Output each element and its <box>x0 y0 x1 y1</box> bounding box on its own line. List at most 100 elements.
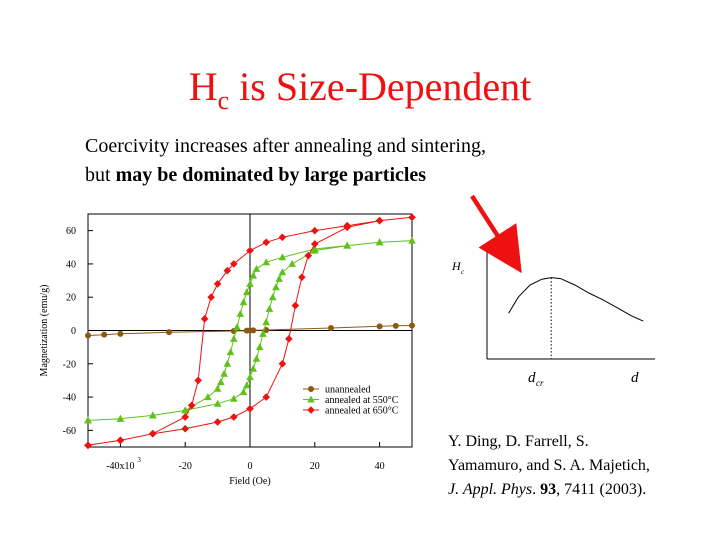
data-point-diamond <box>311 226 319 235</box>
y-tick-label: 20 <box>66 293 76 304</box>
data-point-triangle <box>226 348 235 356</box>
data-point-triangle <box>239 298 248 306</box>
x-tick-exponent: 3 <box>137 456 141 464</box>
data-point-triangle <box>249 271 258 279</box>
x-tick-label: -20 <box>179 461 192 472</box>
data-point-triangle <box>343 241 351 249</box>
schematic-y-label: H <box>451 259 462 273</box>
data-point-diamond <box>230 260 238 268</box>
data-point-triangle <box>217 378 225 386</box>
data-point-diamond <box>207 293 215 302</box>
y-tick-label: 40 <box>66 259 76 270</box>
critical-size-label: d <box>528 370 536 386</box>
data-point-triangle <box>278 253 287 261</box>
data-point-circle <box>409 322 415 329</box>
data-point-triangle <box>268 293 277 301</box>
data-point-triangle <box>275 274 283 282</box>
data-point-diamond <box>291 301 300 310</box>
slide-subtitle: Coercivity increases after annealing and… <box>85 132 486 190</box>
data-point-circle <box>166 329 172 336</box>
data-point-triangle <box>230 334 238 342</box>
data-point-triangle <box>223 359 232 367</box>
citation-line-3: J. Appl. Phys. 93, 7411 (2003). <box>448 478 650 502</box>
data-point-diamond <box>278 359 287 368</box>
data-point-triangle <box>246 279 254 287</box>
data-point-diamond <box>246 404 254 413</box>
data-point-diamond <box>304 251 313 260</box>
y-tick-label: 0 <box>71 326 76 337</box>
data-point-triangle <box>246 373 254 381</box>
data-point-triangle <box>242 381 251 389</box>
y-tick-label: -20 <box>63 359 76 370</box>
legend-label: annealed at 650°C <box>325 406 399 417</box>
legend-label: annealed at 550°C <box>325 395 399 406</box>
x-tick-label: 0 <box>248 461 253 472</box>
data-point-triangle <box>116 414 125 422</box>
data-point-triangle <box>375 238 384 246</box>
data-point-circle <box>85 332 91 339</box>
data-point-circle <box>308 386 314 392</box>
data-point-diamond <box>213 418 222 426</box>
data-point-triangle <box>278 268 287 276</box>
slide-title: Hc is Size-Dependent <box>0 62 720 126</box>
critical-size-label-sub: cr <box>536 378 544 388</box>
series-1 <box>84 236 416 424</box>
data-point-triangle <box>262 318 270 326</box>
data-point-triangle <box>242 288 251 296</box>
schematic-curve <box>508 277 644 322</box>
title-subscript: c <box>217 86 230 115</box>
data-point-triangle <box>230 394 238 402</box>
citation-journal: J. Appl. Phys <box>448 481 533 498</box>
subtitle-line-1: Coercivity increases after annealing and… <box>85 135 486 157</box>
data-point-triangle <box>252 354 261 362</box>
data-point-triangle <box>311 244 319 252</box>
citation-volume: 93 <box>540 481 557 498</box>
series-line <box>87 216 413 446</box>
data-point-diamond <box>149 429 157 438</box>
data-point-triangle <box>288 259 296 267</box>
data-point-diamond <box>311 240 319 248</box>
subtitle-line-2: but may be dominated by large particles <box>85 161 486 190</box>
data-point-triangle <box>262 258 270 266</box>
x-tick-label: 40 <box>375 461 385 472</box>
data-point-triangle <box>408 236 416 244</box>
data-point-circle <box>392 322 399 329</box>
y-axis-label: Magnetization (emu/g) <box>39 285 50 377</box>
citation: Y. Ding, D. Farrell, S. Yamamuro, and S.… <box>448 430 650 502</box>
y-tick-label: -60 <box>63 426 76 437</box>
data-point-diamond <box>375 216 384 225</box>
y-tick-label: 60 <box>66 226 76 237</box>
data-point-diamond <box>194 376 202 385</box>
x-tick-label: -40x10 <box>106 461 134 472</box>
data-point-diamond <box>278 233 287 242</box>
data-point-circle <box>376 323 383 330</box>
pointer-arrow <box>470 194 522 274</box>
data-point-circle <box>117 330 124 337</box>
schematic-x-label: d <box>631 370 639 386</box>
data-point-diamond <box>246 246 254 255</box>
data-point-triangle <box>239 388 248 396</box>
data-point-triangle <box>213 384 222 392</box>
data-point-triangle <box>236 309 245 317</box>
data-point-triangle <box>149 411 157 419</box>
data-point-triangle <box>213 399 222 407</box>
data-point-circle <box>250 327 257 334</box>
data-point-triangle <box>84 416 92 424</box>
schematic-y-label-sub: c <box>461 268 465 276</box>
data-point-triangle <box>181 406 189 414</box>
data-point-circle <box>101 331 108 338</box>
data-point-diamond <box>307 406 315 414</box>
data-point-diamond <box>343 221 351 230</box>
x-tick-label: 20 <box>310 461 320 472</box>
citation-pages-year: , 7411 (2003). <box>556 481 647 498</box>
citation-separator: . <box>532 481 541 498</box>
title-main: H <box>188 64 218 109</box>
data-point-circle <box>328 325 334 332</box>
subtitle-line-2-bold: may be dominated by large particles <box>115 164 427 186</box>
data-point-diamond <box>223 266 232 275</box>
data-point-diamond <box>181 413 189 421</box>
x-axis-label: Field (Oe) <box>229 476 270 487</box>
